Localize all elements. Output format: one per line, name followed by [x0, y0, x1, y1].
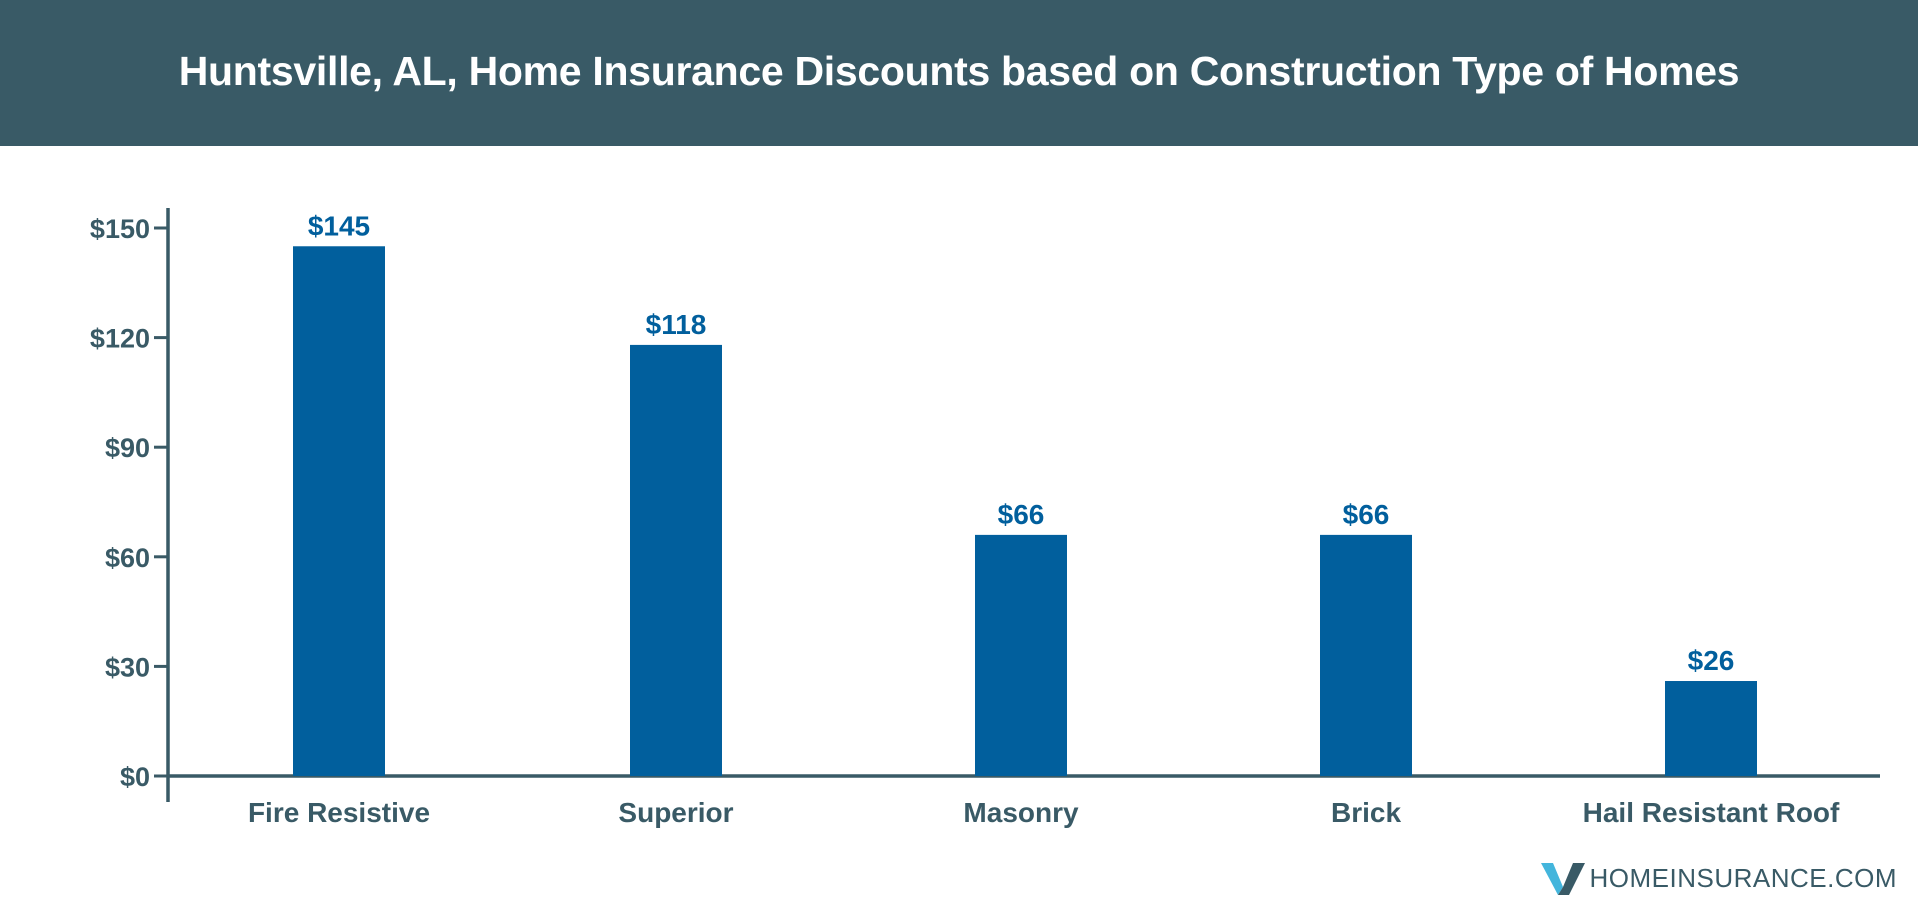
y-tick-label: $60	[105, 543, 150, 573]
y-tick-label: $150	[90, 214, 150, 244]
y-tick-label: $0	[120, 762, 150, 792]
chart-bars	[293, 246, 1757, 776]
chart-axes: $0 $30 $60 $90 $120 $150	[90, 208, 1880, 802]
y-tick-label: $90	[105, 433, 150, 463]
homeinsurance-logo: HOMEINSURANCE.COM	[1541, 858, 1897, 898]
x-category-label: Hail Resistant Roof	[1583, 797, 1840, 828]
bar-value-label: $66	[998, 499, 1045, 530]
bar-value-label: $145	[308, 210, 370, 241]
bar-value-label: $26	[1688, 645, 1735, 676]
x-category-label: Superior	[618, 797, 733, 828]
chart-title: Huntsville, AL, Home Insurance Discounts…	[178, 47, 1740, 94]
v-check-logo-icon	[1541, 863, 1586, 895]
bar-value-label: $118	[646, 309, 707, 340]
chart-labels: $145 Fire Resistive $118 Superior $66 Masonry…	[248, 210, 1840, 828]
logo-text: HOMEINSURANCE.COM	[1589, 862, 1897, 893]
bar	[975, 534, 1067, 776]
title-banner: Huntsville, AL, Home Insurance Discounts…	[0, 0, 1918, 146]
y-tick-label: $120	[90, 324, 150, 354]
y-tick-label: $30	[105, 652, 150, 682]
x-category-label: Brick	[1331, 797, 1401, 828]
x-category-label: Fire Resistive	[248, 797, 430, 828]
bar-value-label: $66	[1343, 499, 1390, 530]
bar	[1320, 534, 1412, 776]
bar	[1665, 681, 1757, 776]
x-category-label: Masonry	[963, 797, 1079, 828]
bar	[630, 344, 722, 776]
bar	[293, 246, 385, 776]
